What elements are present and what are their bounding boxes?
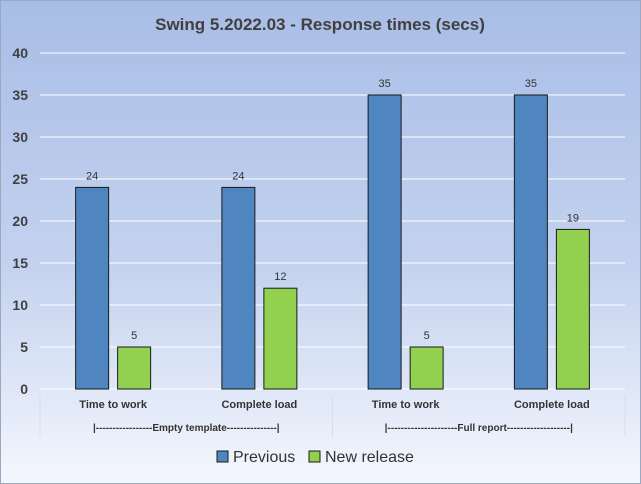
bar-new-release <box>117 346 152 390</box>
bar-previous <box>367 94 402 390</box>
legend-label: Previous <box>233 449 295 466</box>
legend-label: New release <box>325 449 414 466</box>
y-tick-label: 20 <box>12 213 28 229</box>
x-category-label: Time to work <box>372 399 441 411</box>
y-tick-label: 5 <box>20 339 28 355</box>
data-label: 12 <box>274 271 286 283</box>
x-group-label: |-----------------Empty template--------… <box>93 423 280 434</box>
bar-new-release <box>263 287 298 390</box>
data-label: 24 <box>232 170 244 182</box>
y-tick-label: 0 <box>20 381 28 397</box>
bar-new-release <box>409 346 444 390</box>
x-axis: Time to work Complete load Time to work Com… <box>39 395 626 437</box>
y-axis: 0 5 10 15 20 25 30 35 40 <box>12 45 28 397</box>
data-label: 5 <box>424 330 430 342</box>
data-label: 35 <box>525 78 537 90</box>
x-category-label: Complete load <box>514 399 590 411</box>
y-tick-label: 30 <box>12 129 28 145</box>
bar-previous <box>221 186 256 390</box>
data-label: 35 <box>379 78 391 90</box>
legend-swatch <box>308 450 321 463</box>
chart-title: Swing 5.2022.03 - Response times (secs) <box>155 15 485 34</box>
y-tick-label: 10 <box>12 297 28 313</box>
x-group-label: |---------------------Full report-------… <box>385 423 573 434</box>
legend-swatch <box>216 450 229 463</box>
bar-previous <box>513 94 548 390</box>
bar-previous <box>75 186 110 390</box>
x-category-label: Complete load <box>221 399 297 411</box>
data-label: 24 <box>86 170 98 182</box>
bars: 24 24 35 35 5 12 5 19 <box>75 78 590 390</box>
y-tick-label: 15 <box>12 255 28 271</box>
data-label: 19 <box>567 212 579 224</box>
x-category-label: Time to work <box>79 399 148 411</box>
legend: Previous New release <box>216 449 414 466</box>
y-tick-label: 25 <box>12 171 28 187</box>
y-tick-label: 35 <box>12 87 28 103</box>
data-label: 5 <box>131 330 137 342</box>
y-tick-label: 40 <box>12 45 28 61</box>
bar-new-release <box>555 228 590 390</box>
